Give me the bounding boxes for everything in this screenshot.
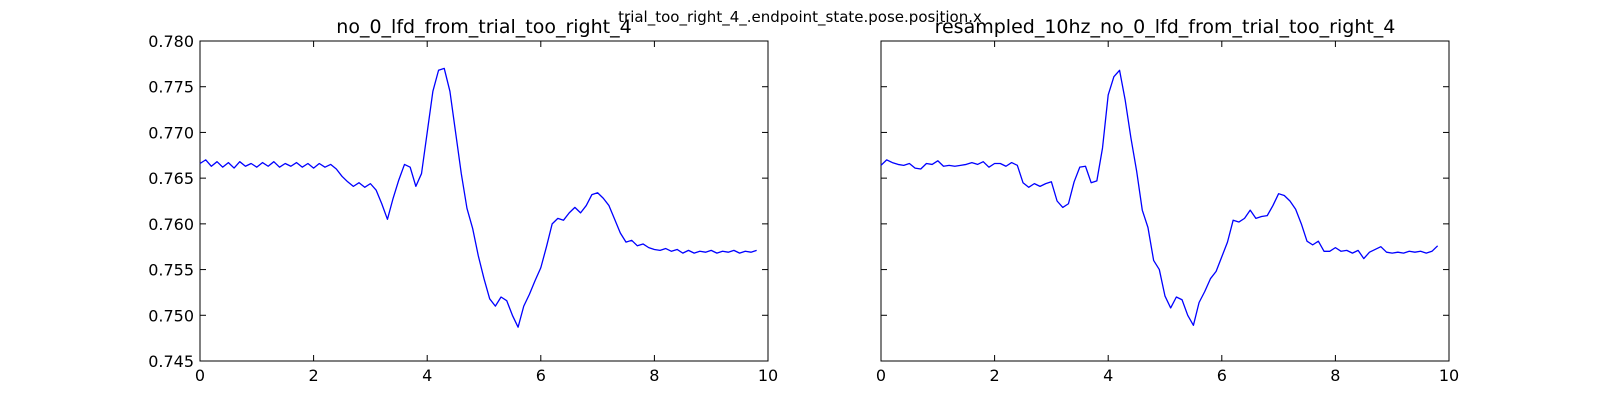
x-tick-label: 2: [309, 366, 319, 385]
x-tick-label: 6: [1217, 366, 1227, 385]
y-tick-label: 0.770: [148, 123, 194, 142]
x-tick-label: 0: [876, 366, 886, 385]
x-tick-label: 0: [195, 366, 205, 385]
x-tick-label: 8: [649, 366, 659, 385]
subplot-title: resampled_10hz_no_0_lfd_from_trial_too_r…: [935, 16, 1396, 38]
x-tick-label: 6: [536, 366, 546, 385]
x-tick-label: 10: [758, 366, 778, 385]
y-tick-label: 0.750: [148, 306, 194, 325]
y-tick-label: 0.745: [148, 352, 194, 371]
left-subplot: no_0_lfd_from_trial_too_right_4 0 2 4 6 8 10 0.…: [148, 16, 778, 385]
x-tick-label: 8: [1330, 366, 1340, 385]
x-tick-label: 4: [1103, 366, 1113, 385]
axes-frame: [880, 40, 1450, 362]
series-line: [199, 67, 757, 328]
axes-frame: [199, 40, 769, 362]
y-tick-label: 0.765: [148, 169, 194, 188]
x-tick-label: 10: [1439, 366, 1459, 385]
series-line: [880, 69, 1439, 326]
y-tick-label: 0.760: [148, 215, 194, 234]
y-tick-label: 0.780: [148, 32, 194, 51]
right-subplot: resampled_10hz_no_0_lfd_from_trial_too_r…: [876, 16, 1459, 385]
y-tick-label: 0.755: [148, 261, 194, 280]
x-tick-label: 2: [990, 366, 1000, 385]
figure-suptitle: trial_too_right_4_.endpoint_state.pose.p…: [618, 8, 982, 27]
y-tick-label: 0.775: [148, 78, 194, 97]
subplot-title: no_0_lfd_from_trial_too_right_4: [336, 16, 631, 38]
x-tick-label: 4: [422, 366, 432, 385]
